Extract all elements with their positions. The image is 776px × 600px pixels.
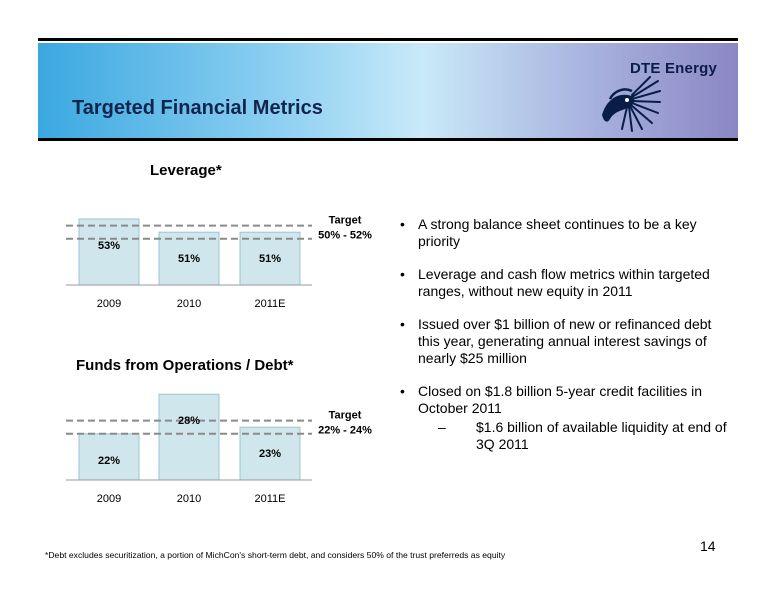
- chart-bar: [158, 231, 220, 286]
- banner-bottom-rule: [38, 138, 738, 141]
- chart-bar: [158, 393, 220, 481]
- data-label: 28%: [178, 415, 200, 427]
- ffo-debt-chart: 22% 28% 23% 2009 2010 2011E Target 22% - 24%: [66, 393, 372, 505]
- sub-bullet-list: $1.6 billion of available liquidity at e…: [418, 419, 728, 453]
- top-rule: [38, 38, 738, 41]
- leverage-chart-title: Leverage*: [150, 162, 222, 179]
- chart-bar: [239, 231, 301, 286]
- company-logo-text: DTE Energy: [630, 60, 718, 77]
- tick-label: 2010: [177, 298, 201, 310]
- data-label: 22%: [98, 455, 120, 467]
- bullet-item: Leverage and cash flow metrics within ta…: [398, 266, 728, 300]
- tick-label: 2011E: [255, 298, 286, 310]
- footnote: *Debt excludes securitization, a portion…: [45, 550, 506, 560]
- dte-sun-logo-icon: [602, 76, 661, 132]
- chart-bar: [78, 218, 140, 286]
- leverage-chart: 53% 51% 51% 2009 2010 2011E Target 50% - 52%: [66, 215, 372, 310]
- target-label: Target: [329, 410, 362, 422]
- bullet-item: Issued over $1 billion of new or refinan…: [398, 316, 728, 367]
- bullet-item: Closed on $1.8 billion 5-year credit fac…: [398, 383, 728, 453]
- ffo-debt-chart-title: Funds from Operations / Debt*: [76, 357, 294, 374]
- data-label: 51%: [178, 253, 200, 265]
- page-title: Targeted Financial Metrics: [72, 97, 323, 119]
- tick-label: 2009: [97, 493, 121, 505]
- tick-label: 2011E: [255, 493, 286, 505]
- page-number: 14: [700, 538, 716, 554]
- data-label: 53%: [98, 240, 120, 252]
- tick-label: 2010: [177, 493, 201, 505]
- target-range-label: 22% - 24%: [318, 425, 372, 437]
- bullet-item: A strong balance sheet continues to be a…: [398, 216, 728, 250]
- target-range-label: 50% - 52%: [318, 230, 372, 242]
- chart-bar: [78, 433, 140, 481]
- target-label: Target: [329, 215, 362, 227]
- data-label: 51%: [259, 253, 281, 265]
- key-points-list: A strong balance sheet continues to be a…: [398, 216, 728, 469]
- bullet-item-text: Closed on $1.8 billion 5-year credit fac…: [418, 383, 703, 416]
- tick-label: 2009: [97, 298, 121, 310]
- sub-bullet-item: $1.6 billion of available liquidity at e…: [438, 419, 728, 453]
- chart-bar: [239, 426, 301, 481]
- data-label: 23%: [259, 448, 281, 460]
